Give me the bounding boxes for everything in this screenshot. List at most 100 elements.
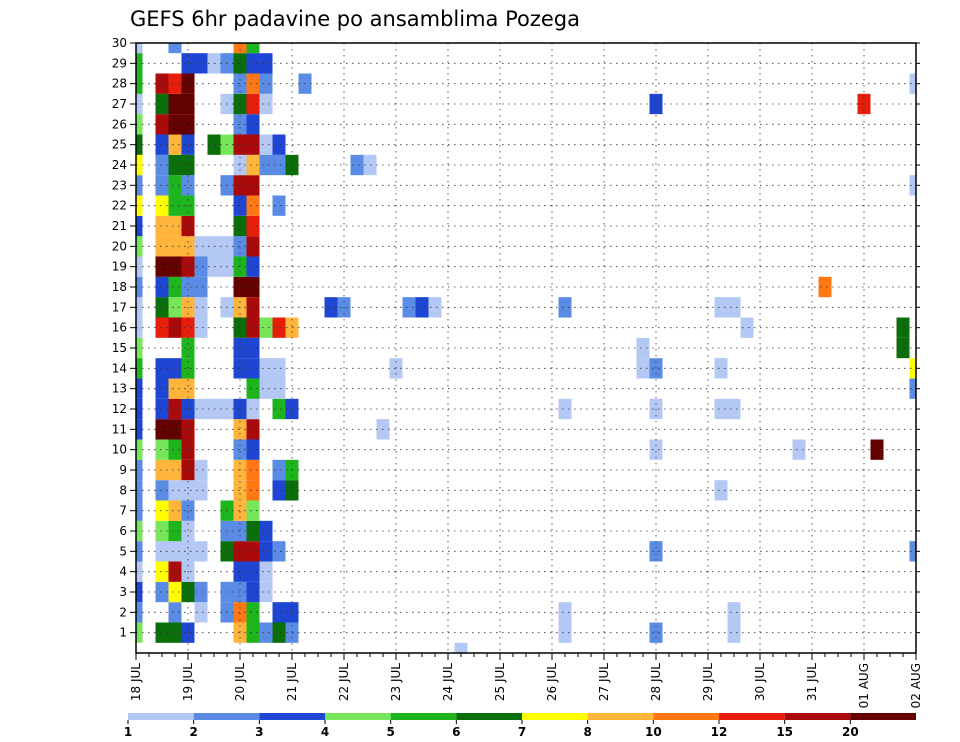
y-tick-label: 9 — [119, 463, 127, 477]
heatmap-cell — [714, 297, 728, 318]
heatmap-cell — [428, 297, 442, 318]
heatmap-cell — [233, 581, 247, 603]
colorbar-swatch — [522, 713, 588, 720]
heatmap-cell — [155, 93, 169, 115]
heatmap-cell — [155, 520, 169, 542]
colorbar-swatch — [719, 713, 785, 720]
heatmap-cell — [168, 154, 182, 176]
colorbar-swatch — [193, 713, 260, 720]
heatmap-cell — [649, 622, 663, 643]
y-axis-ticks: 1234567891011121314151617181920212223242… — [112, 36, 920, 640]
heatmap-cell — [181, 378, 195, 399]
heatmap-cell — [246, 480, 260, 501]
heatmap-cell — [181, 480, 195, 501]
y-tick-label: 2 — [119, 605, 127, 619]
heatmap-cell — [136, 398, 143, 420]
heatmap-cell — [155, 378, 169, 399]
heatmap-cell — [558, 622, 572, 643]
heatmap-cell — [233, 134, 247, 155]
heatmap-cell — [714, 480, 728, 501]
heatmap-cell — [246, 134, 260, 155]
heatmap-cell — [259, 581, 273, 603]
y-tick-label: 27 — [112, 97, 127, 111]
colorbar-tick-label: 5 — [386, 725, 394, 739]
heatmap-cell — [246, 297, 260, 318]
heatmap-cell — [136, 215, 143, 237]
heatmap-cell — [155, 419, 169, 440]
heatmap-cell — [896, 317, 910, 338]
heatmap-cell — [155, 297, 169, 318]
heatmap-cell — [181, 581, 195, 603]
colorbar-tick-label: 7 — [518, 725, 526, 739]
heatmap-cell — [155, 276, 169, 298]
heatmap-cell — [181, 276, 195, 298]
heatmap-cell — [272, 154, 286, 176]
colorbar-tick-label: 10 — [645, 725, 662, 739]
x-tick-label: 21 JUL — [285, 663, 299, 701]
heatmap-cell — [168, 276, 182, 298]
y-tick-label: 5 — [119, 544, 127, 558]
y-tick-label: 29 — [112, 56, 127, 70]
colorbar-tick-label: 6 — [452, 725, 460, 739]
heatmap-cell — [246, 520, 260, 542]
heatmap-cell — [136, 520, 143, 542]
heatmap-cell — [155, 358, 169, 379]
colorbar-swatch — [390, 713, 457, 720]
heatmap-cell — [155, 398, 169, 420]
heatmap-cell — [350, 154, 364, 176]
heatmap-cell — [168, 459, 182, 481]
heatmap-cell — [246, 459, 260, 481]
y-tick-label: 10 — [112, 443, 127, 457]
heatmap-cell — [818, 276, 832, 298]
heatmap-cell — [181, 53, 195, 74]
heatmap-cell — [246, 602, 260, 623]
colorbar-swatch — [456, 713, 522, 720]
heatmap-cell — [155, 73, 169, 94]
heatmap-cell — [246, 73, 260, 94]
heatmap-cell — [246, 439, 260, 460]
colorbar-swatch — [784, 713, 851, 720]
heatmap-cell — [181, 337, 195, 359]
heatmap-cell — [233, 43, 247, 54]
heatmap-cell — [168, 73, 182, 94]
heatmap-cell — [272, 358, 286, 379]
heatmap-cell — [272, 480, 286, 501]
heatmap-cell — [194, 276, 208, 298]
y-tick-label: 22 — [112, 199, 127, 213]
heatmap-cell — [136, 43, 143, 54]
heatmap-cell — [233, 236, 247, 257]
heatmap-cell — [233, 317, 247, 338]
heatmap-cell — [402, 297, 416, 318]
y-tick-label: 28 — [112, 77, 127, 91]
y-tick-label: 30 — [112, 36, 127, 50]
heatmap-cell — [181, 500, 195, 521]
heatmap-cell — [233, 520, 247, 542]
heatmap-cell — [194, 541, 208, 562]
heatmap-cell — [272, 398, 286, 420]
heatmap-cell — [136, 114, 143, 135]
heatmap-cell — [909, 378, 916, 399]
heatmap-cell — [168, 500, 182, 521]
heatmap-cell — [181, 520, 195, 542]
heatmap-cell — [259, 541, 273, 562]
heatmap-cell — [233, 439, 247, 460]
heatmap-cell — [246, 581, 260, 603]
colorbar-tick-label: 2 — [189, 725, 197, 739]
y-tick-label: 21 — [112, 219, 127, 233]
heatmap-cell — [136, 358, 143, 379]
heatmap-cell — [136, 134, 143, 155]
colorbar-swatch — [653, 713, 719, 720]
heatmap-cell — [272, 622, 286, 643]
heatmap-cell — [246, 541, 260, 562]
heatmap-cell — [155, 256, 169, 277]
x-tick-label: 18 JUL — [129, 663, 143, 701]
heatmap-cell — [246, 419, 260, 440]
heatmap-cell — [168, 419, 182, 440]
heatmap-cell — [259, 358, 273, 379]
heatmap-cell — [272, 195, 286, 216]
heatmap-cell — [136, 459, 143, 481]
heatmap-cell — [155, 195, 169, 216]
heatmap-cell — [246, 114, 260, 135]
heatmap-cell — [246, 398, 260, 420]
heatmap-cell — [233, 114, 247, 135]
